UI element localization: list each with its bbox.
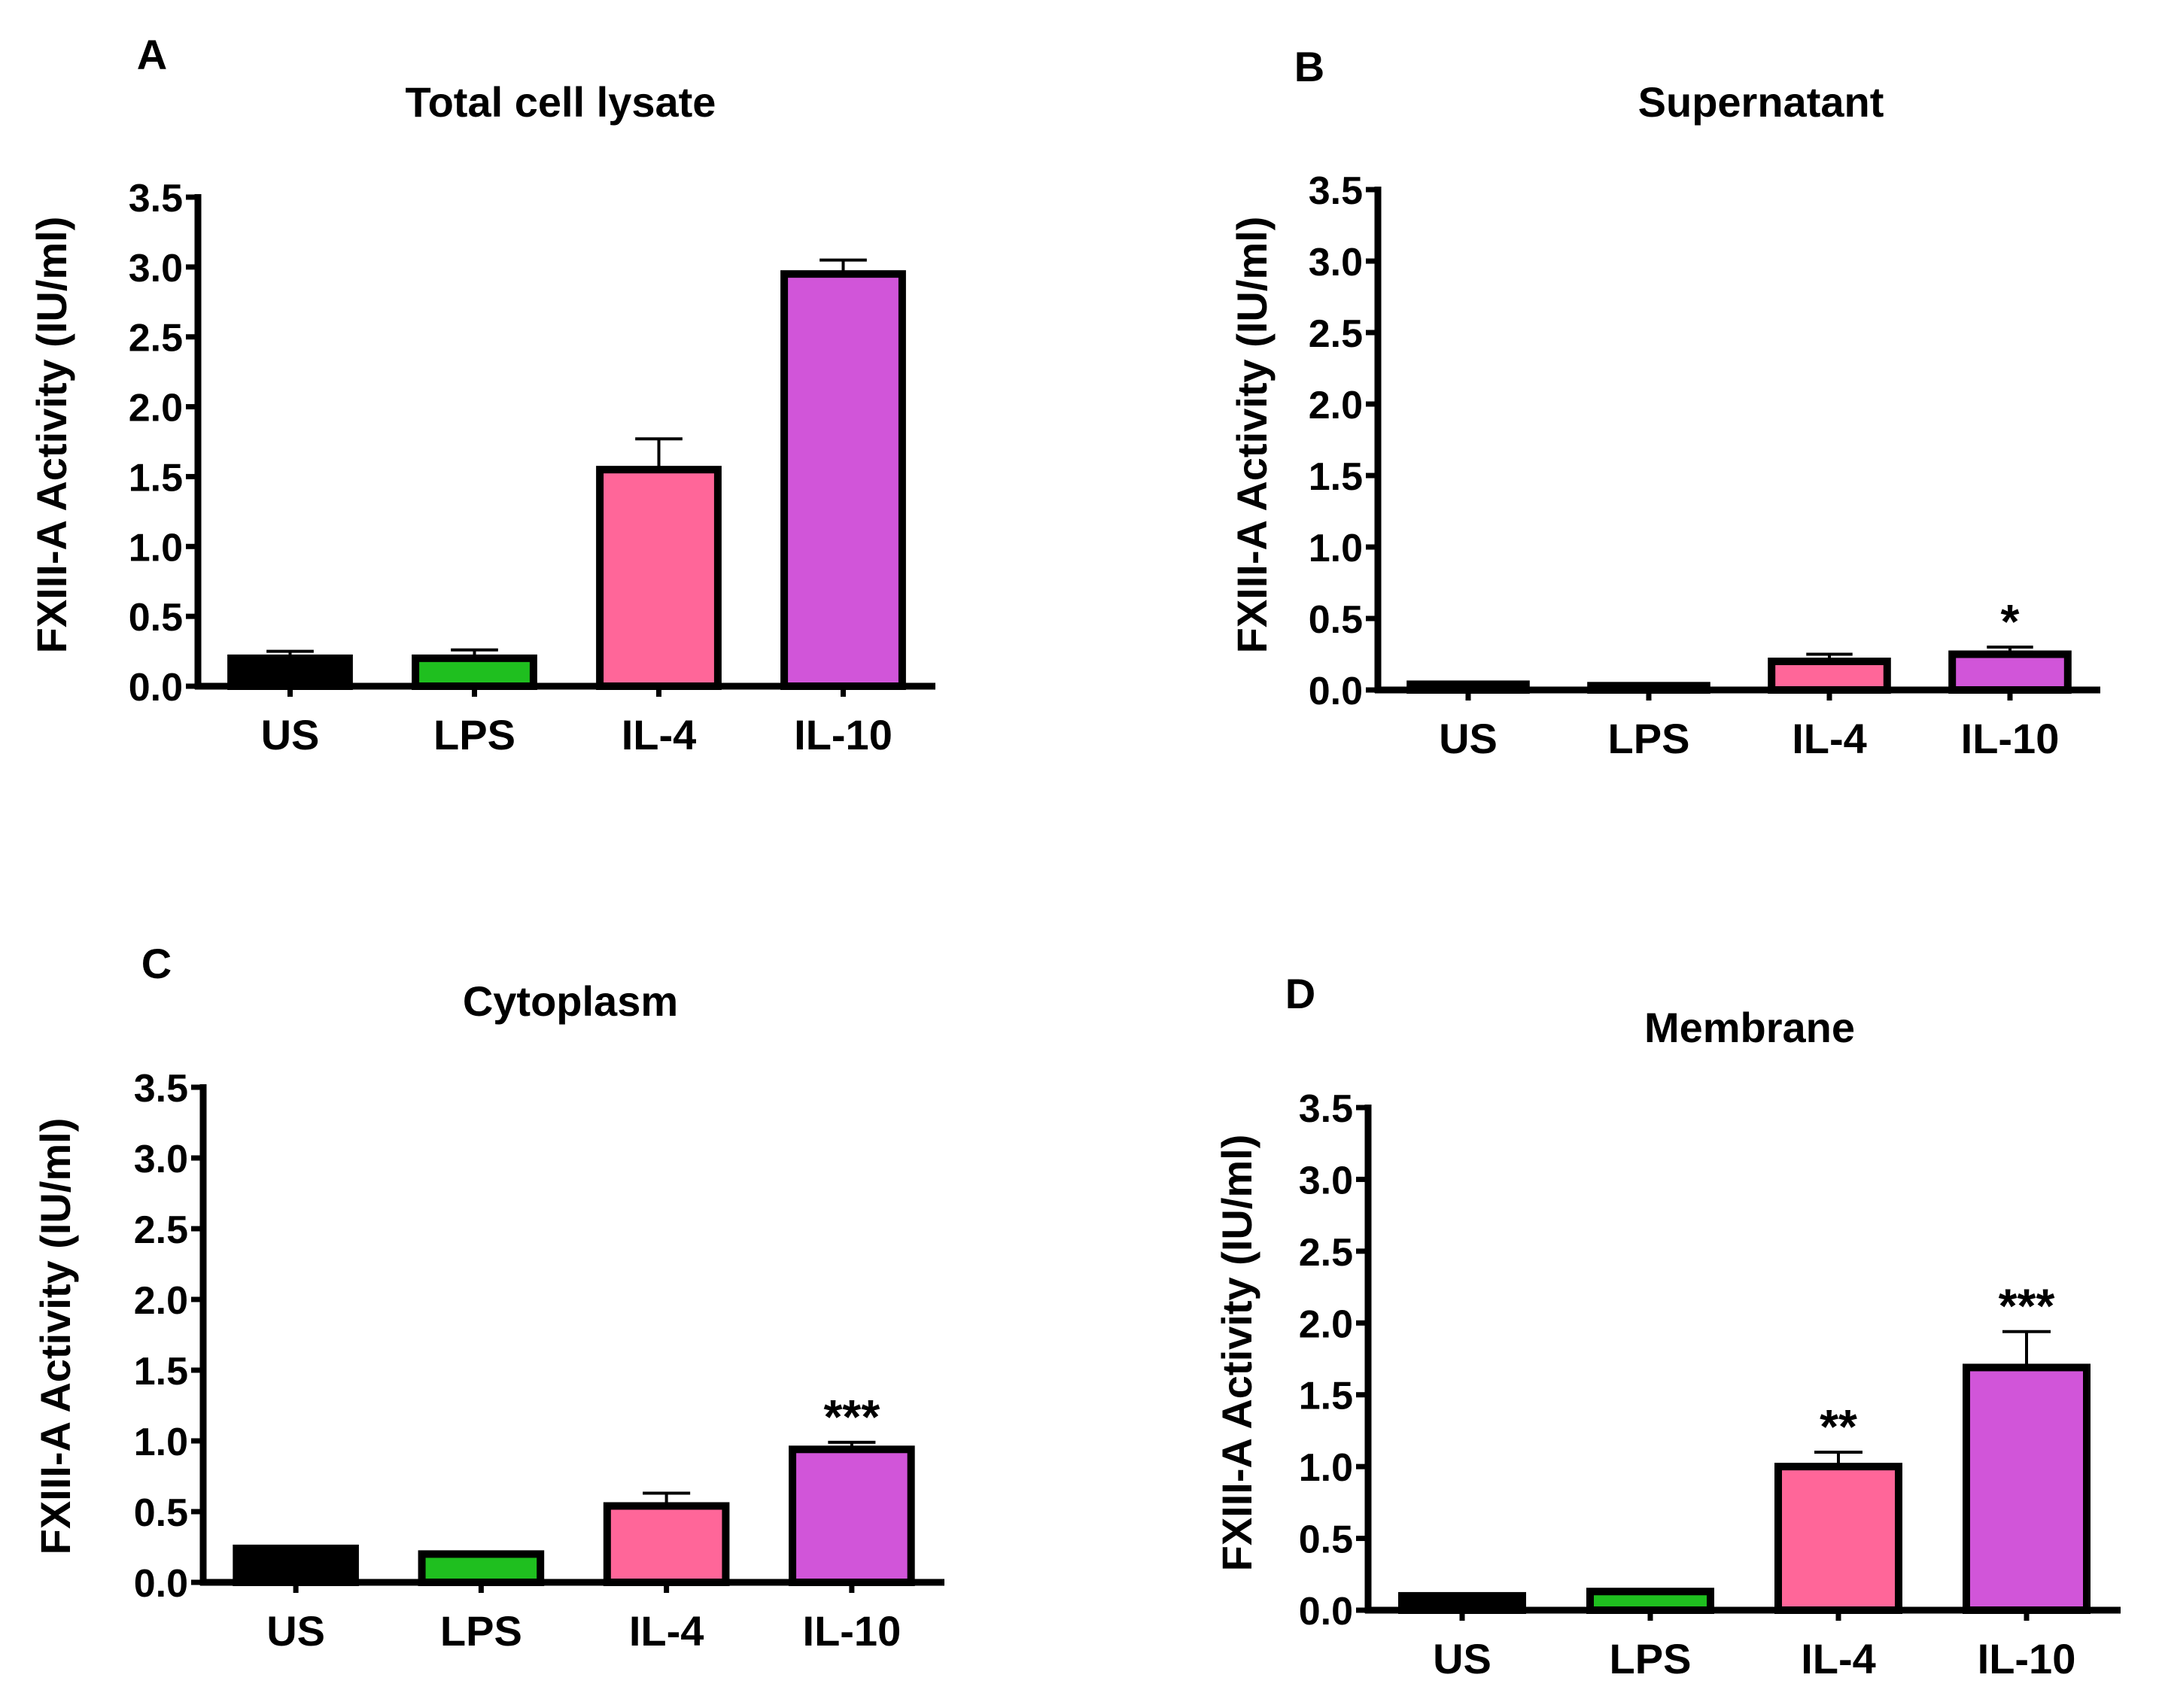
bar-il-10: [780, 270, 906, 690]
significance-marker: ***: [1999, 1279, 2055, 1333]
chart-title: Membrane: [1644, 1004, 1855, 1051]
y-tick-label: 0.5: [129, 596, 183, 640]
significance-marker: **: [1820, 1400, 1857, 1454]
significance-marker: ***: [824, 1390, 880, 1444]
y-tick-label: 0.0: [134, 1562, 188, 1606]
y-tick-label: 1.0: [129, 526, 183, 570]
y-axis-label: FXIII-A Activity (IU/ml): [32, 1118, 79, 1555]
y-tick-label: 1.0: [1309, 527, 1363, 570]
panel-d: D Membrane FXIII-A Activity (IU/ml) 0.00…: [1213, 970, 2121, 1682]
y-axis-label: FXIII-A Activity (IU/ml): [1213, 1135, 1260, 1572]
y-tick-label: 3.5: [134, 1067, 188, 1111]
y-tick-label: 1.5: [1299, 1375, 1353, 1418]
chart-title: Cytoplasm: [463, 977, 678, 1025]
panel-b: B Supernatant FXIII-A Activity (IU/ml) 0…: [1228, 43, 2100, 762]
x-tick-label: US: [1433, 1635, 1492, 1682]
x-tick-label: US: [261, 711, 320, 758]
y-tick-label: 1.0: [1299, 1446, 1353, 1490]
y-tick-label: 3.0: [1299, 1159, 1353, 1202]
bar-il-4: [1774, 1463, 1902, 1614]
plot-area: 0.0 0.5 1.0 1.5 2.0 2.5 3.0 3.5 US LPS IL-4 IL-10 **…: [134, 1067, 944, 1655]
x-tick-label: LPS: [433, 711, 515, 758]
y-tick-label: 2.5: [134, 1208, 188, 1252]
x-tick-label: IL-4: [1801, 1635, 1876, 1682]
y-tick-label: 1.5: [1309, 455, 1363, 499]
y-tick-label: 2.5: [1309, 312, 1363, 356]
y-tick-label: 1.5: [134, 1350, 188, 1393]
bar-us: [227, 654, 353, 690]
x-tick-label: LPS: [440, 1607, 522, 1655]
y-tick-label: 2.5: [129, 317, 183, 360]
y-axis-label: FXIII-A Activity (IU/ml): [1228, 217, 1276, 654]
y-tick-label: 1.0: [134, 1421, 188, 1464]
bar-lps: [412, 654, 537, 690]
y-tick-label: 2.0: [129, 387, 183, 430]
chart-title: Total cell lysate: [406, 78, 716, 126]
bar-il-4: [596, 466, 722, 691]
y-tick-label: 0.5: [134, 1491, 188, 1535]
y-tick-label: 2.0: [1309, 384, 1363, 427]
y-tick-label: 3.0: [1309, 241, 1363, 284]
panel-a: A Total cell lysate FXIII-A Activity (IU…: [28, 31, 935, 758]
bar-lps: [418, 1550, 545, 1586]
x-tick-label: IL-4: [629, 1607, 704, 1655]
bar-il-10: [1948, 650, 2072, 694]
panel-label: C: [141, 940, 172, 987]
x-tick-label: IL-4: [622, 711, 697, 758]
x-tick-label: US: [1439, 715, 1498, 762]
y-tick-label: 3.0: [129, 247, 183, 290]
x-tick-label: LPS: [1608, 715, 1690, 762]
x-tick-label: IL-10: [803, 1607, 902, 1655]
x-tick-label: IL-4: [1792, 715, 1867, 762]
bar-il-10: [1963, 1363, 2091, 1614]
chart-title: Supernatant: [1638, 78, 1884, 126]
y-tick-label: 3.5: [1309, 169, 1363, 213]
y-tick-label: 1.5: [129, 456, 183, 500]
bar-us: [233, 1544, 359, 1586]
y-tick-label: 2.0: [134, 1279, 188, 1323]
panel-label: A: [137, 31, 167, 78]
bar-il-10: [789, 1445, 915, 1587]
plot-area: 0.0 0.5 1.0 1.5 2.0 2.5 3.0 3.5 US LPS IL-4 IL-10: [129, 177, 935, 758]
x-tick-label: IL-10: [1961, 715, 2060, 762]
y-tick-label: 0.5: [1299, 1518, 1353, 1562]
y-tick-label: 2.5: [1299, 1231, 1353, 1275]
y-tick-label: 0.5: [1309, 598, 1363, 642]
y-tick-label: 3.0: [134, 1138, 188, 1181]
bar-il-4: [603, 1502, 730, 1586]
y-tick-label: 0.0: [129, 666, 183, 710]
y-axis-label: FXIII-A Activity (IU/ml): [28, 217, 75, 654]
x-tick-label: LPS: [1610, 1635, 1692, 1682]
plot-area: 0.0 0.5 1.0 1.5 2.0 2.5 3.0 3.5 US LPS IL-4 ** IL-10…: [1299, 1087, 2121, 1682]
x-tick-label: US: [266, 1607, 325, 1655]
x-tick-label: IL-10: [1978, 1635, 2076, 1682]
significance-marker: *: [2001, 594, 2020, 649]
y-tick-label: 0.0: [1309, 670, 1363, 713]
panel-label: D: [1285, 970, 1315, 1017]
panel-c: C Cytoplasm FXIII-A Activity (IU/ml) 0.0…: [32, 940, 944, 1655]
y-tick-label: 0.0: [1299, 1590, 1353, 1634]
bar-il-4: [1768, 658, 1891, 694]
y-tick-label: 3.5: [129, 177, 183, 220]
y-tick-label: 2.0: [1299, 1302, 1353, 1346]
y-tick-label: 3.5: [1299, 1087, 1353, 1131]
panel-label: B: [1294, 43, 1324, 90]
plot-area: 0.0 0.5 1.0 1.5 2.0 2.5 3.0 3.5 US LPS IL-4 IL-10 *: [1309, 169, 2100, 762]
x-tick-label: IL-10: [794, 711, 892, 758]
